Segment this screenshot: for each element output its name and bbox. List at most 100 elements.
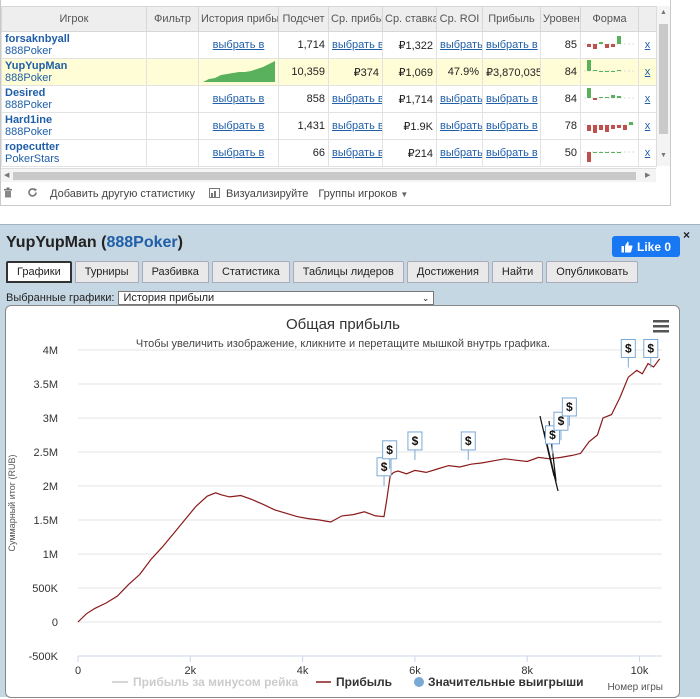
header-history[interactable]: История прибыли xyxy=(198,6,279,32)
player-cell[interactable]: ropecutter PokerStars xyxy=(1,139,147,167)
tab-2[interactable]: Разбивка xyxy=(141,261,209,283)
profit-cell[interactable]: выбрать в xyxy=(482,112,541,140)
remove-cell[interactable]: x xyxy=(638,85,657,113)
header-roi[interactable]: Ср. ROI xyxy=(436,6,483,32)
select-link[interactable]: выбрать в xyxy=(486,93,538,105)
scroll-left-icon[interactable]: ◀ xyxy=(4,172,10,179)
avg-profit-cell[interactable]: выбрать в xyxy=(328,31,383,59)
scroll-up-icon[interactable]: ▲ xyxy=(660,9,667,16)
history-cell[interactable]: выбрать в xyxy=(198,85,279,113)
select-link[interactable]: выбрать в xyxy=(212,93,265,105)
big-win-marker[interactable] xyxy=(620,338,636,358)
chart-select-dropdown[interactable]: История прибыли ⌄ xyxy=(118,291,435,305)
select-link[interactable]: выбрать в xyxy=(486,147,538,159)
select-link[interactable]: выбрать в xyxy=(212,39,265,51)
refresh-icon[interactable] xyxy=(27,187,38,201)
table-row[interactable]: Hard1ine 888Poker выбрать в 1,431 выбрать в ₽… xyxy=(1,112,657,140)
player-name-link[interactable]: YupYupMan xyxy=(5,60,68,72)
remove-cell[interactable]: x xyxy=(638,112,657,140)
header-level[interactable]: Уровень xyxy=(540,6,581,32)
player-cell[interactable]: Desired 888Poker xyxy=(1,85,147,113)
vertical-scroll-thumb[interactable] xyxy=(659,24,668,134)
player-cell[interactable]: YupYupMan 888Poker xyxy=(1,58,147,86)
remove-cell[interactable]: x xyxy=(638,58,657,86)
select-link[interactable]: x xyxy=(644,39,651,51)
scroll-down-icon[interactable]: ▼ xyxy=(660,152,667,159)
select-link[interactable]: выбрать в xyxy=(332,93,383,105)
roi-cell[interactable]: выбрать xyxy=(436,112,483,140)
big-win-marker[interactable] xyxy=(643,338,659,358)
player-site-link[interactable]: 888Poker xyxy=(106,234,178,251)
player-name-link[interactable]: forsaknbyall xyxy=(5,33,70,45)
roi-cell[interactable]: выбрать xyxy=(436,31,483,59)
table-row[interactable]: Desired 888Poker выбрать в 858 выбрать в ₽1,7… xyxy=(1,85,657,113)
tab-7[interactable]: Опубликовать xyxy=(546,261,639,283)
profit-chart-svg[interactable]: Общая прибыль Чтобы увеличить изображение… xyxy=(6,306,681,699)
profit-cell[interactable]: выбрать в xyxy=(482,85,541,113)
big-win-marker[interactable] xyxy=(553,411,569,431)
select-link[interactable]: выбрать в xyxy=(212,147,265,159)
select-link[interactable]: выбрать xyxy=(440,120,483,132)
profit-chart[interactable]: Общая прибыль Чтобы увеличить изображение… xyxy=(5,305,680,698)
tab-6[interactable]: Найти xyxy=(491,261,544,283)
header-form[interactable]: Форма xyxy=(580,6,639,32)
trash-icon[interactable] xyxy=(3,187,13,201)
history-cell[interactable]: выбрать в xyxy=(198,31,279,59)
horizontal-scroll-thumb[interactable] xyxy=(13,172,636,180)
tab-0[interactable]: Графики xyxy=(6,261,72,283)
header-player[interactable]: Игрок xyxy=(1,6,147,32)
remove-cell[interactable]: x xyxy=(638,31,657,59)
select-link[interactable]: выбрать xyxy=(440,39,483,51)
big-win-marker[interactable] xyxy=(407,431,423,451)
visualize-button[interactable]: Визуализируйте xyxy=(226,188,309,200)
avg-profit-cell[interactable]: выбрать в xyxy=(328,112,383,140)
add-stats-button[interactable]: Добавить другую статистику xyxy=(50,188,195,200)
profit-cell[interactable]: выбрать в xyxy=(482,139,541,167)
header-count[interactable]: Подсчет xyxy=(278,6,329,32)
big-win-marker[interactable] xyxy=(382,440,398,460)
select-link[interactable]: x xyxy=(644,147,651,159)
history-cell[interactable] xyxy=(198,58,279,86)
select-link[interactable]: выбрать xyxy=(440,93,483,105)
player-groups-button[interactable]: Группы игроков ▼ xyxy=(318,188,408,200)
select-link[interactable]: выбрать в xyxy=(332,120,383,132)
big-win-marker[interactable] xyxy=(460,431,476,451)
remove-cell[interactable]: x xyxy=(638,139,657,167)
tab-5[interactable]: Достижения xyxy=(406,261,489,283)
player-cell[interactable]: Hard1ine 888Poker xyxy=(1,112,147,140)
menu-icon[interactable] xyxy=(653,320,669,333)
player-name-link[interactable]: ropecutter xyxy=(5,141,60,153)
facebook-like-button[interactable]: Like 0 xyxy=(612,236,680,257)
select-link[interactable]: x xyxy=(644,120,651,132)
select-link[interactable]: выбрать xyxy=(440,147,483,159)
header-avg-stake[interactable]: Ср. ставка xyxy=(382,6,437,32)
select-link[interactable]: выбрать в xyxy=(332,147,383,159)
tab-1[interactable]: Турниры xyxy=(74,261,139,283)
history-cell[interactable]: выбрать в xyxy=(198,112,279,140)
player-cell[interactable]: forsaknbyall 888Poker xyxy=(1,31,147,59)
close-icon[interactable]: × xyxy=(683,228,691,242)
player-name-link[interactable]: Hard1ine xyxy=(5,114,53,126)
select-link[interactable]: x xyxy=(644,66,651,78)
history-cell[interactable]: выбрать в xyxy=(198,139,279,167)
select-link[interactable]: выбрать в xyxy=(486,120,538,132)
big-win-marker[interactable] xyxy=(561,397,577,417)
header-filter[interactable]: Фильтр xyxy=(146,6,199,32)
tab-4[interactable]: Таблицы лидеров xyxy=(292,261,404,283)
horizontal-scrollbar[interactable]: ◀ ▶ xyxy=(1,168,656,182)
vertical-scrollbar[interactable]: ▲ ▼ xyxy=(656,6,670,166)
scroll-right-icon[interactable]: ▶ xyxy=(645,172,651,179)
avg-profit-cell[interactable]: выбрать в xyxy=(328,139,383,167)
select-link[interactable]: выбрать в xyxy=(212,120,265,132)
header-profit[interactable]: Прибыль xyxy=(482,6,541,32)
table-row[interactable]: ropecutter PokerStars выбрать в 66 выбрать в… xyxy=(1,139,657,167)
select-link[interactable]: выбрать в xyxy=(332,39,383,51)
tab-3[interactable]: Статистика xyxy=(211,261,290,283)
select-link[interactable]: x xyxy=(644,93,651,105)
select-link[interactable]: выбрать в xyxy=(486,39,538,51)
roi-cell[interactable]: выбрать xyxy=(436,85,483,113)
table-row[interactable]: forsaknbyall 888Poker выбрать в 1,714 выбрат… xyxy=(1,31,657,59)
player-name-link[interactable]: Desired xyxy=(5,87,46,99)
profit-cell[interactable]: выбрать в xyxy=(482,31,541,59)
header-avg-profit[interactable]: Ср. прибыль xyxy=(328,6,383,32)
